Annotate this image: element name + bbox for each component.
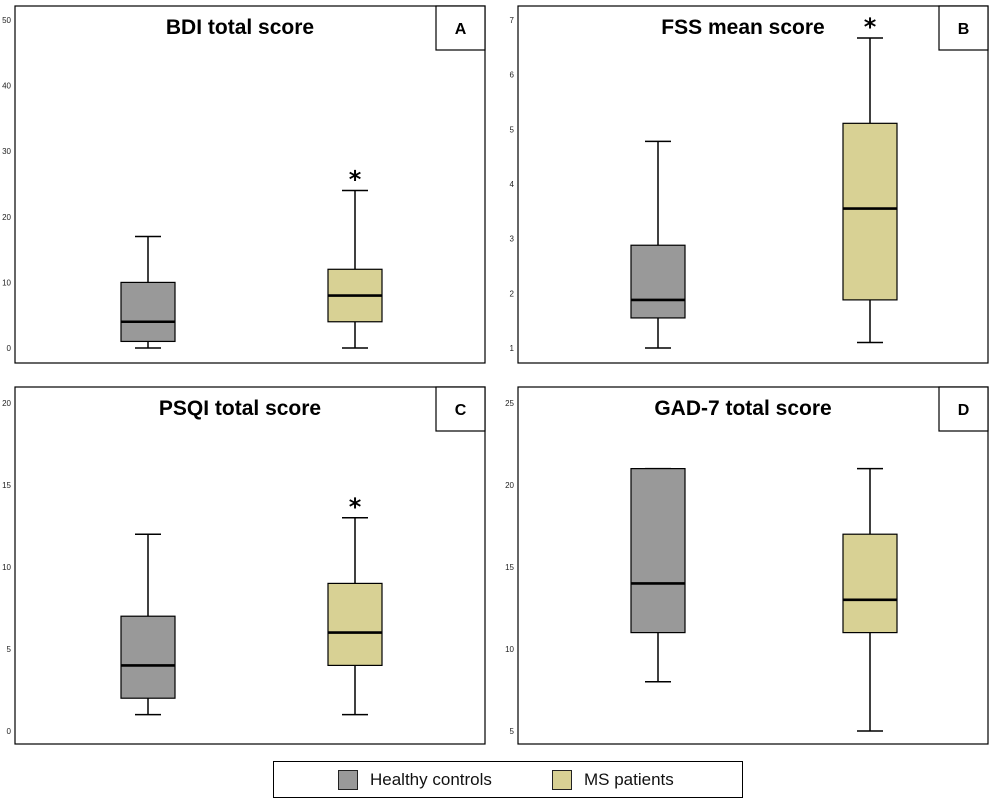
box-ms: * <box>327 493 383 716</box>
y-tick-label: 0 <box>7 344 12 353</box>
legend-item-healthy: Healthy controls <box>338 770 492 790</box>
y-tick-label: 5 <box>7 645 12 654</box>
iqr-box <box>327 582 383 667</box>
panel-letter-box <box>435 386 486 432</box>
panel-d: 5 10 15 20 25 GAD-7 total score D <box>505 386 989 745</box>
y-tick-label: 50 <box>2 16 11 25</box>
box-ms: * <box>327 166 383 349</box>
panel-frame <box>517 5 989 364</box>
box-healthy <box>120 235 176 349</box>
y-tick-label: 4 <box>510 180 515 189</box>
box-ms: * <box>842 13 898 344</box>
panel-title: PSQI total score <box>159 397 321 420</box>
y-tick-label: 15 <box>505 563 514 572</box>
y-tick-label: 5 <box>510 727 515 736</box>
y-tick-label: 2 <box>510 289 515 298</box>
panel-letter: B <box>958 21 970 38</box>
legend-swatch-ms <box>552 770 572 790</box>
y-tick-label: 20 <box>505 481 514 490</box>
iqr-box <box>120 615 176 699</box>
box-healthy <box>630 140 686 349</box>
y-tick-label: 5 <box>510 125 515 134</box>
panel-letter: C <box>455 402 467 419</box>
panel-title: BDI total score <box>166 16 314 39</box>
y-tick-label: 0 <box>7 727 12 736</box>
iqr-box <box>630 468 686 634</box>
panel-letter-box <box>938 5 989 51</box>
legend-label-ms: MS patients <box>584 770 674 789</box>
panel-title: GAD-7 total score <box>654 397 831 420</box>
significance-asterisk: * <box>349 493 362 521</box>
box-healthy <box>630 467 686 683</box>
iqr-box <box>630 244 686 319</box>
y-tick-label: 6 <box>510 71 515 80</box>
legend-item-ms: MS patients <box>552 770 674 790</box>
significance-asterisk: * <box>349 166 362 194</box>
panel-letter: D <box>958 402 970 419</box>
panel-a: 0 10 20 30 40 50 BDI total score A * <box>2 5 486 364</box>
y-tick-label: 15 <box>2 481 11 490</box>
y-tick-label: 20 <box>2 213 11 222</box>
iqr-box <box>842 122 898 301</box>
significance-asterisk: * <box>864 13 877 41</box>
y-tick-label: 25 <box>505 399 514 408</box>
panel-title: FSS mean score <box>661 16 824 39</box>
y-tick-label: 7 <box>510 16 515 25</box>
panel-letter-box <box>435 5 486 51</box>
panel-frame <box>14 5 486 364</box>
y-tick-label: 3 <box>510 235 515 244</box>
legend-label-healthy: Healthy controls <box>370 770 492 789</box>
panel-frame <box>517 386 989 745</box>
y-tick-label: 10 <box>2 563 11 572</box>
box-ms <box>842 467 898 732</box>
y-tick-label: 1 <box>510 344 515 353</box>
iqr-box <box>120 281 176 343</box>
legend: Healthy controls MS patients <box>273 761 743 798</box>
y-tick-label: 30 <box>2 147 11 156</box>
y-tick-label: 40 <box>2 82 11 91</box>
y-tick-label: 20 <box>2 399 11 408</box>
iqr-box <box>842 533 898 634</box>
panel-letter: A <box>455 21 467 38</box>
panel-frame <box>14 386 486 745</box>
legend-swatch-healthy <box>338 770 358 790</box>
panel-letter-box <box>938 386 989 432</box>
panel-c: 0 5 10 15 20 PSQI total score C * <box>2 386 486 745</box>
y-tick-label: 10 <box>505 645 514 654</box>
box-healthy <box>120 533 176 716</box>
panel-b: 1 2 3 4 5 6 7 FSS mean score B * <box>510 5 989 364</box>
y-tick-label: 10 <box>2 278 11 287</box>
